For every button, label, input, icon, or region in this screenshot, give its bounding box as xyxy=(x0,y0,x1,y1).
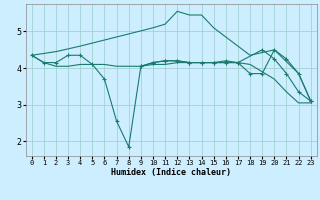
X-axis label: Humidex (Indice chaleur): Humidex (Indice chaleur) xyxy=(111,168,231,177)
